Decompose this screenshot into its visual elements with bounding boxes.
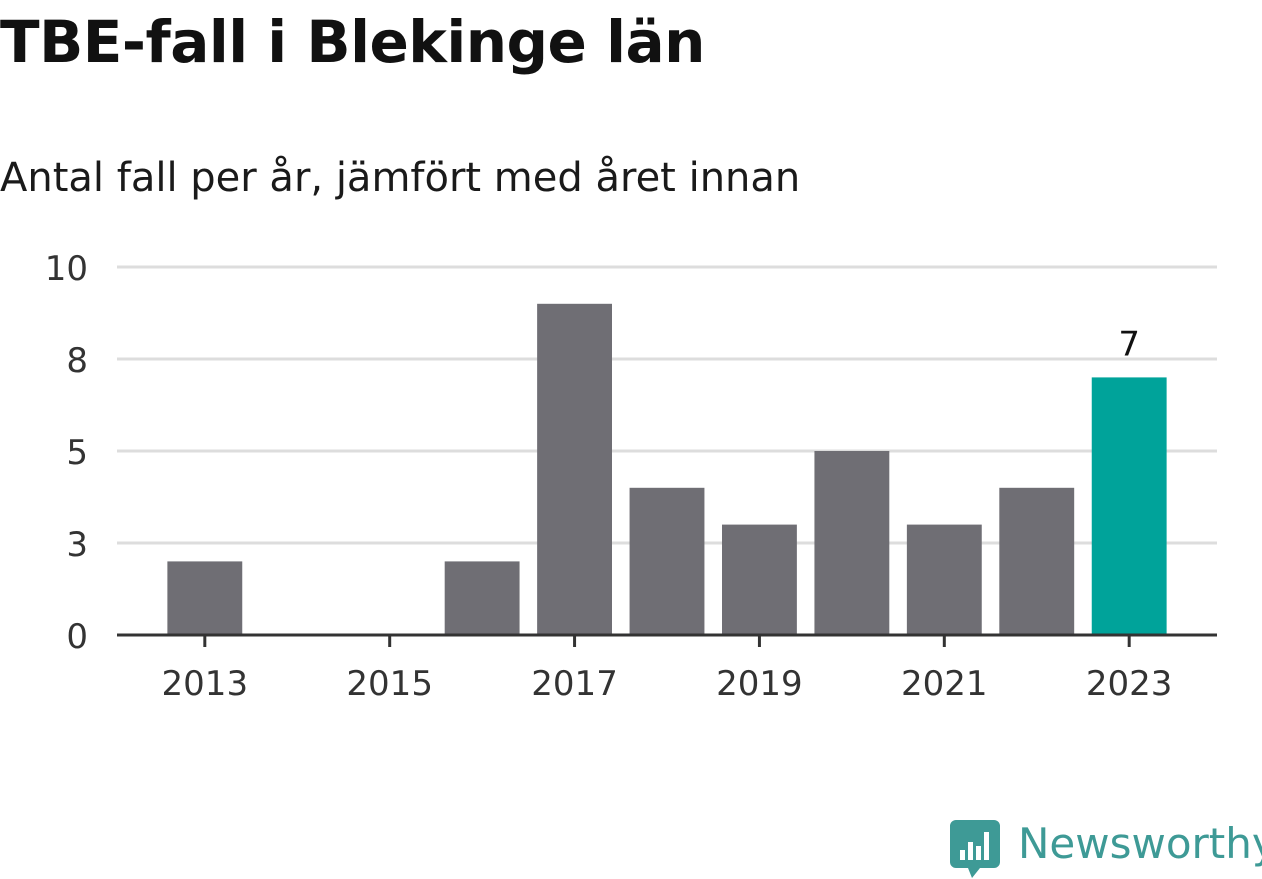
x-axis-ticks: 2013 2015 2017 2019 2021 2023 — [162, 635, 1173, 704]
bars — [167, 303, 1167, 635]
y-axis-ticks: 0 3 5 8 10 — [45, 249, 88, 657]
bar — [722, 524, 797, 635]
chart-subtitle: Antal fall per år, jämfört med året inna… — [0, 155, 801, 201]
newsworthy-brand: Newsworthy — [950, 818, 1262, 878]
y-tick-label: 0 — [66, 617, 88, 657]
bar — [906, 524, 982, 635]
brand-name: Newsworthy — [1018, 819, 1262, 868]
y-tick-label: 3 — [66, 525, 88, 565]
x-tick-label: 2013 — [162, 664, 249, 704]
data-labels: 7 — [1118, 324, 1140, 364]
x-tick-label: 2017 — [531, 664, 618, 704]
bar — [999, 487, 1075, 635]
y-tick-label: 8 — [66, 341, 88, 381]
newsworthy-logo-icon — [950, 820, 1000, 878]
y-tick-label: 10 — [45, 249, 88, 289]
bar — [814, 451, 890, 635]
data-label: 7 — [1118, 324, 1140, 364]
x-tick-label: 2021 — [901, 664, 988, 704]
bar — [537, 303, 612, 635]
bar-highlight — [1091, 377, 1167, 635]
bar — [167, 561, 243, 635]
y-tick-label: 5 — [66, 433, 88, 473]
bar — [444, 561, 520, 635]
x-tick-label: 2023 — [1086, 664, 1173, 704]
chart-title: TBE-fall i Blekinge län — [0, 8, 705, 76]
x-tick-label: 2019 — [716, 664, 803, 704]
bar — [629, 487, 705, 635]
x-tick-label: 2015 — [346, 664, 433, 704]
